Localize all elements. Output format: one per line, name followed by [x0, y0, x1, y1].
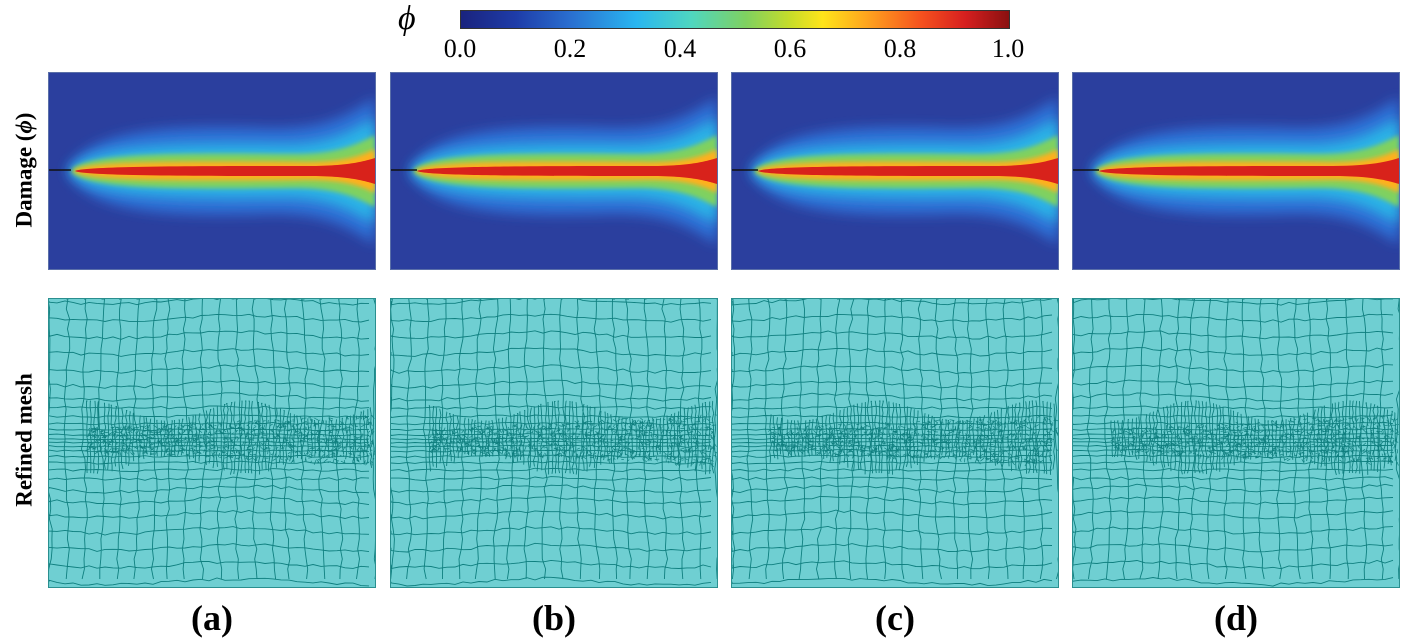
damage-field-image: [1073, 73, 1399, 269]
colorbar-tick-label: 0.8: [883, 34, 917, 63]
mesh-dense-core: [767, 414, 1058, 467]
mesh-lines: [1073, 299, 1399, 587]
damage-field-image: [391, 73, 717, 269]
damage-row-label: Damage (ϕ): [11, 112, 37, 228]
mesh-dense-core: [1110, 414, 1399, 466]
mesh-lines: [49, 299, 375, 587]
colorbar-gradient: [460, 10, 1010, 29]
colorbar-tick-label: 0.4: [663, 34, 697, 63]
damage-panel-b: [390, 72, 718, 270]
mesh-grid-path: [732, 299, 1058, 587]
refined-mesh-image: [1073, 299, 1399, 587]
panel-letter-c: (c): [875, 598, 915, 638]
damage-panel-c: [731, 72, 1059, 270]
colorbar-tick-label: 0.6: [773, 34, 807, 63]
mesh-lines: [732, 299, 1058, 587]
refined-mesh-image: [391, 299, 717, 587]
mesh-panel-d: [1072, 298, 1400, 588]
mesh-row-label: Refined mesh: [11, 373, 37, 507]
damage-field-image: [732, 73, 1058, 269]
damage-field-image: [49, 73, 375, 269]
refined-mesh-image: [732, 299, 1058, 587]
mesh-dense-core: [84, 414, 375, 466]
panel-letter-b: (b): [532, 598, 576, 638]
mesh-panel-a: [48, 298, 376, 588]
colorbar-title: ϕ: [398, 0, 416, 37]
damage-panel-a: [48, 72, 376, 270]
colorbar-tick-label: 1.0: [991, 34, 1025, 63]
colorbar-tick-label: 0.2: [553, 34, 587, 63]
panel-letter-a: (a): [191, 598, 233, 638]
mesh-lines: [391, 299, 717, 587]
panel-letter-d: (d): [1214, 598, 1258, 638]
damage-panel-d: [1072, 72, 1400, 270]
mesh-panel-b: [390, 298, 718, 588]
mesh-dense-core: [428, 414, 717, 468]
colorbar-tick-label: 0.0: [443, 34, 477, 63]
refined-mesh-image: [49, 299, 375, 587]
mesh-panel-c: [731, 298, 1059, 588]
